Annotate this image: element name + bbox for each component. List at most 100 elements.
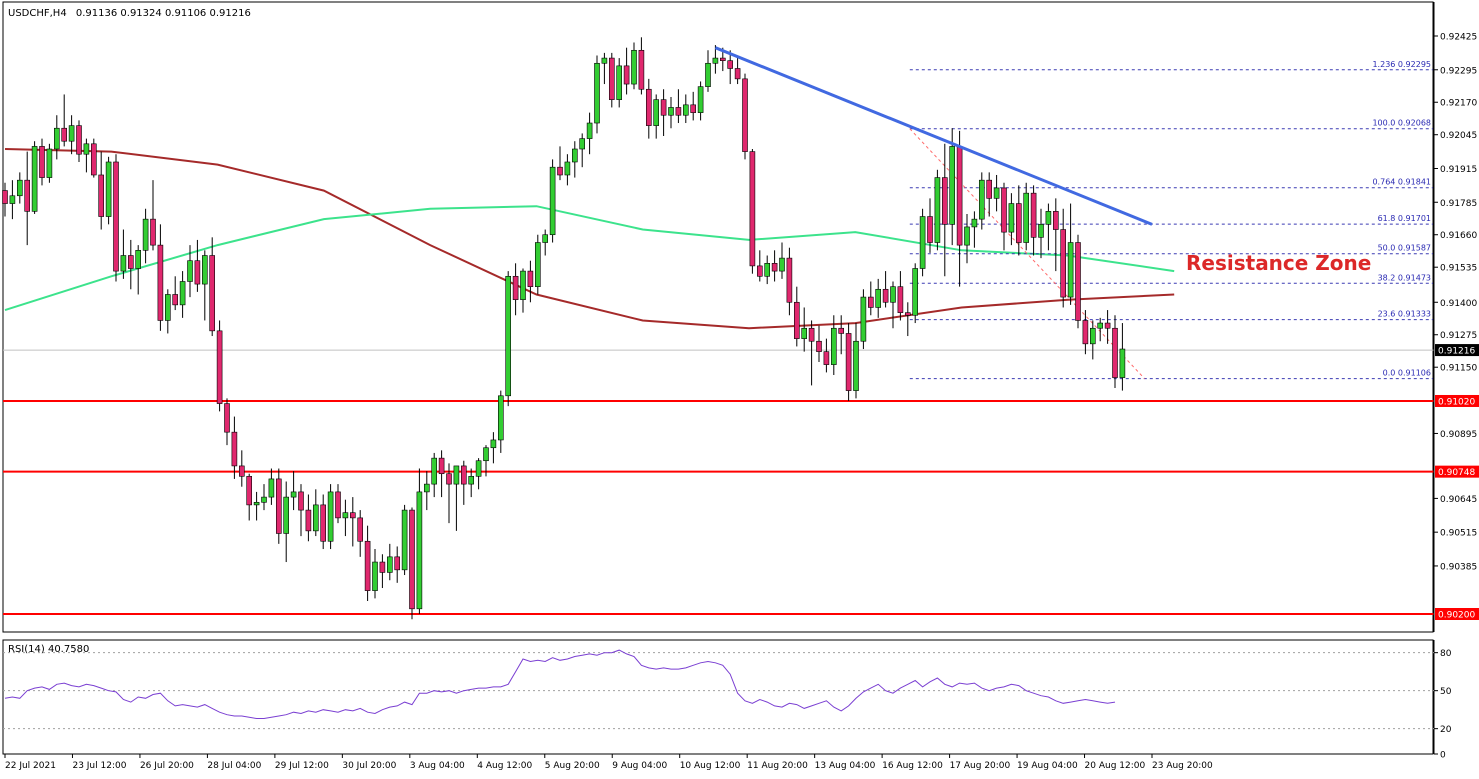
candle: [364, 525, 371, 602]
candle-body: [786, 257, 793, 303]
candle-body: [682, 104, 689, 116]
candle-body: [993, 187, 1000, 199]
candle: [742, 73, 748, 160]
candle: [764, 255, 771, 285]
candle: [1112, 315, 1118, 388]
candle: [172, 276, 178, 311]
candle-body: [253, 501, 260, 506]
candle: [616, 58, 623, 108]
candle-body: [423, 483, 430, 493]
candle-body: [867, 296, 874, 308]
candle-body: [2, 190, 8, 204]
candle-body: [468, 476, 475, 485]
candle-body: [172, 294, 178, 306]
y-tick-label: 0.91400: [1440, 299, 1477, 309]
candle: [1090, 320, 1096, 360]
candle-body: [24, 179, 31, 212]
candle: [594, 55, 600, 134]
candle-body: [653, 99, 660, 126]
candle: [1045, 203, 1052, 251]
candle-body: [372, 561, 378, 591]
candle: [1053, 198, 1059, 272]
candle: [727, 50, 734, 85]
candle: [335, 484, 341, 524]
candle-body: [401, 509, 408, 571]
candle-body: [416, 491, 423, 610]
candle-body: [31, 146, 38, 212]
candle: [1119, 323, 1126, 391]
candle-body: [727, 60, 734, 69]
candle: [9, 180, 16, 220]
y-tick-label: 0.92170: [1440, 99, 1477, 109]
candle-body: [1008, 203, 1015, 233]
candle-body: [712, 57, 719, 64]
candle-body: [919, 216, 926, 269]
x-tick-label: 19 Aug 04:00: [1017, 761, 1078, 771]
candle-body: [512, 275, 519, 300]
candle-body: [571, 148, 578, 163]
x-tick-label: 26 Jul 20:00: [140, 761, 194, 771]
candle: [823, 338, 830, 373]
fibonacci-layer: 1.236 0.92295 100.0 0.92068 0.764 0.91841 6…: [909, 60, 1433, 380]
candle: [971, 211, 978, 248]
candle-body: [231, 431, 238, 467]
candle-body: [1112, 327, 1118, 378]
candle-body: [742, 78, 748, 152]
candle-body: [660, 99, 667, 116]
candle: [712, 45, 719, 74]
candle-body: [912, 268, 919, 316]
candle-body: [756, 265, 763, 277]
candle: [305, 494, 312, 542]
candle: [941, 143, 948, 277]
candle-body: [631, 49, 637, 85]
candle-body: [830, 327, 837, 365]
candle-body: [91, 143, 97, 176]
candle: [697, 81, 704, 121]
candle: [1104, 310, 1111, 344]
candle-body: [150, 218, 156, 246]
candle-body: [520, 270, 526, 300]
candle: [120, 229, 127, 279]
candle-body: [364, 540, 371, 591]
candle: [527, 260, 534, 303]
candle-body: [16, 179, 23, 197]
candle: [231, 416, 238, 479]
candle-body: [83, 143, 90, 155]
candle-body: [438, 457, 445, 475]
candle-body: [838, 327, 845, 334]
candle: [53, 115, 60, 160]
x-axis-layer: 22 Jul 2021 23 Jul 12:00 26 Jul 20:00 28 Ju…: [4, 754, 1213, 771]
candle-body: [290, 491, 297, 498]
candle-body: [956, 146, 963, 246]
candle: [1060, 208, 1066, 308]
candle-body: [239, 465, 245, 477]
candle-body: [941, 177, 948, 225]
candle-body: [549, 166, 556, 236]
candle-body: [986, 179, 993, 199]
candle: [142, 208, 149, 264]
x-tick-label: 4 Aug 12:00: [477, 761, 532, 771]
candle-body: [98, 174, 104, 217]
support-price-tag: 0.90748: [1438, 468, 1475, 478]
candle: [890, 281, 896, 329]
candle: [483, 445, 489, 477]
y-tick-label: 0.90645: [1440, 495, 1477, 505]
candle-body: [623, 65, 630, 85]
candle-body: [1045, 211, 1052, 225]
candle: [927, 198, 933, 253]
candle-body: [1038, 224, 1044, 238]
x-tick-label: 17 Aug 20:00: [950, 761, 1011, 771]
candle-body: [1001, 187, 1007, 233]
y-tick-label: 0.90385: [1440, 562, 1477, 572]
candle: [571, 141, 578, 178]
candle-body: [475, 460, 482, 477]
candle-body: [594, 62, 600, 124]
y-tick-label: 0.91275: [1440, 331, 1477, 341]
candle-body: [68, 125, 75, 142]
candle: [771, 250, 778, 282]
candle-body: [312, 504, 319, 532]
candle: [912, 263, 919, 324]
candle: [845, 323, 852, 401]
candle: [468, 468, 475, 498]
